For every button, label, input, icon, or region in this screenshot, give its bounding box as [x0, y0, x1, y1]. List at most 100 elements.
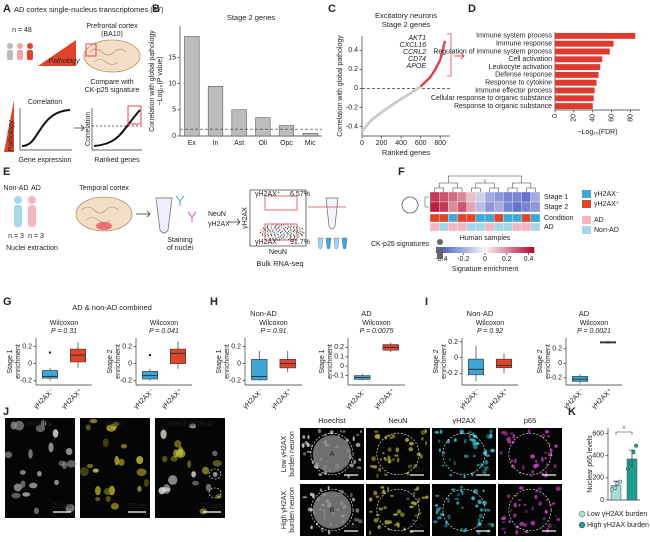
flow-event	[292, 226, 295, 229]
curve	[419, 40, 447, 88]
flow-event	[259, 231, 262, 234]
signal	[518, 504, 521, 507]
signal	[406, 497, 410, 501]
flow-event	[293, 235, 296, 237]
cell-outline	[508, 432, 552, 476]
gene-label: CCRL2	[403, 49, 426, 56]
signal	[191, 471, 196, 478]
x-tick-label: γH2AX⁺	[270, 388, 293, 411]
p-value: P = 0.92	[477, 328, 503, 335]
flow-event	[301, 233, 303, 236]
human-icon	[437, 239, 443, 259]
signal	[112, 421, 120, 427]
flow-event	[276, 224, 278, 226]
panel-letter: F	[398, 166, 405, 178]
colorbar-step	[527, 247, 532, 253]
y-axis-label: Stage 2	[433, 349, 440, 373]
flow-event	[270, 233, 272, 235]
signal	[95, 496, 101, 502]
brain-folds	[81, 206, 119, 223]
flow-event	[275, 225, 277, 227]
flow-event	[269, 229, 271, 231]
colorbar-step	[478, 247, 483, 253]
flow-event	[292, 230, 294, 233]
flow-event	[280, 228, 282, 230]
signal	[212, 459, 222, 467]
panel-letter: I	[425, 296, 428, 308]
signal	[396, 509, 402, 514]
signal	[556, 518, 561, 522]
y-tick-label: 0	[558, 360, 562, 367]
flow-event	[273, 231, 275, 233]
flow-event	[266, 226, 268, 228]
x-tick-label: γH2AX⁻	[345, 388, 368, 411]
flow-event	[280, 237, 283, 239]
signal	[543, 451, 548, 454]
flow-event	[290, 225, 292, 227]
signal	[52, 429, 59, 438]
flow-event	[299, 230, 301, 232]
y-axis-label: Nuclear p65 levels	[587, 435, 594, 493]
signal	[447, 500, 450, 503]
colorbar-step	[475, 247, 479, 253]
x-tick-label: 0	[552, 114, 559, 118]
signal	[35, 424, 46, 433]
signal	[460, 527, 463, 532]
signal	[383, 457, 388, 462]
x-axis-label: Human samples	[460, 235, 511, 242]
flow-event	[297, 234, 299, 236]
signal	[531, 506, 534, 511]
signal	[502, 520, 506, 524]
signal	[409, 441, 414, 446]
colorbar-tick-label: 0.4	[524, 256, 534, 263]
flow-event	[288, 230, 290, 233]
signal	[40, 420, 47, 427]
label: Staining	[167, 237, 192, 244]
signal	[510, 459, 514, 463]
signal	[201, 466, 210, 475]
panel-letter: J	[3, 406, 9, 418]
y-tick-label: Immune effector process	[475, 87, 552, 94]
signal	[534, 489, 539, 494]
scale-label: 5 µm	[475, 467, 491, 474]
signal	[506, 436, 511, 442]
signal	[523, 503, 527, 506]
colorbar-tick-label: 0.2	[502, 256, 512, 263]
y-axis-label: Correlation with global pathology	[337, 35, 344, 137]
column-label: Hoechst	[27, 421, 53, 428]
y-tick-label: 400	[592, 453, 604, 460]
x-tick-label: γH2AX⁺	[61, 388, 84, 411]
y-axis-label: Stage 1	[7, 349, 14, 373]
y-tick-label: -0.2	[229, 378, 241, 385]
group-label: Non-AD	[4, 185, 29, 192]
x-tick-label: 0	[360, 140, 364, 147]
signal	[412, 491, 416, 496]
signal	[351, 497, 356, 502]
signal	[11, 492, 21, 499]
flow-event	[282, 236, 284, 238]
box	[41, 370, 58, 379]
annotation-cell	[512, 222, 522, 232]
signal	[105, 496, 111, 503]
label: CK-p25 signature	[85, 87, 140, 94]
x-tick-label: 80	[627, 114, 634, 122]
y-axis-label: enrichment	[327, 344, 334, 379]
y-tick-label: 0.2	[552, 346, 562, 353]
annotation-cell	[484, 213, 495, 223]
signal	[523, 523, 528, 527]
y-tick-label: -0.2	[446, 370, 458, 377]
signal	[447, 514, 451, 520]
signal	[534, 463, 539, 468]
bar	[184, 36, 200, 137]
signal	[417, 497, 420, 503]
signal	[477, 518, 481, 523]
y-axis-label: CK-p25 signatures	[371, 241, 429, 248]
signal	[461, 506, 464, 510]
signal	[319, 488, 322, 492]
signal	[414, 514, 420, 517]
signal	[459, 429, 465, 435]
bar	[555, 95, 594, 102]
panel-letter: B	[152, 3, 160, 15]
signal	[350, 463, 355, 468]
